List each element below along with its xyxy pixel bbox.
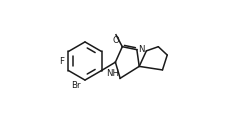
Text: F: F	[58, 56, 63, 66]
Text: Br: Br	[71, 81, 80, 90]
Text: NH: NH	[106, 69, 118, 78]
Text: O: O	[112, 36, 118, 45]
Text: N: N	[138, 45, 144, 54]
